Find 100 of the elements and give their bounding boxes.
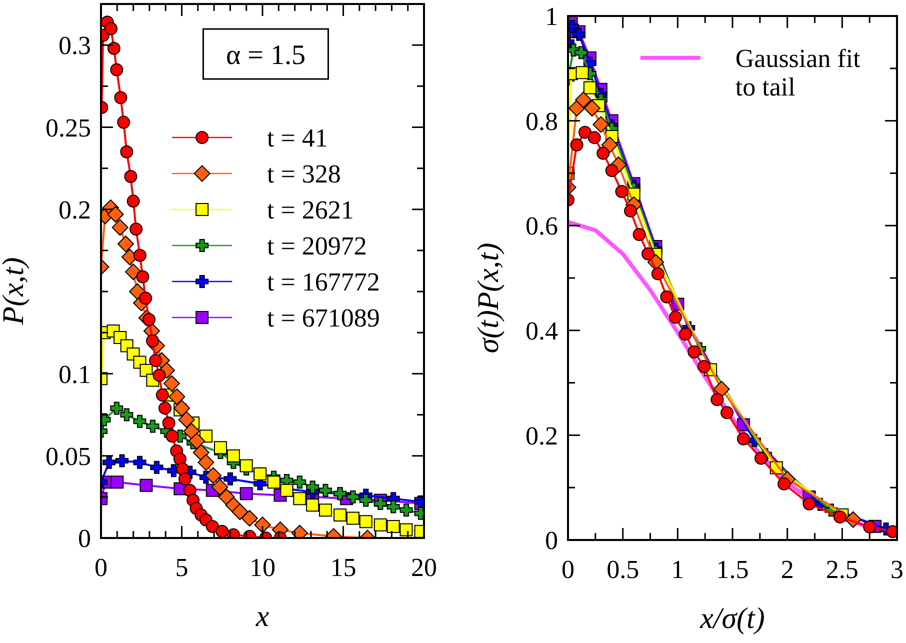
point <box>133 414 146 428</box>
point <box>198 454 214 471</box>
point <box>713 380 730 398</box>
x-tick-label: 0.5 <box>606 555 640 584</box>
point <box>166 430 179 443</box>
point <box>584 100 600 117</box>
x-axis-title: x/σ(t) <box>699 602 765 635</box>
y-tick-label: 0.2 <box>526 421 558 450</box>
point <box>318 484 332 497</box>
legend-label: t = 2621 <box>267 196 354 225</box>
x-axis-title: x <box>254 600 270 633</box>
point <box>863 520 876 534</box>
point <box>306 480 320 494</box>
point <box>346 490 360 504</box>
point <box>117 236 134 252</box>
point <box>110 63 124 76</box>
point <box>267 476 280 489</box>
y-tick-label: 0 <box>78 524 91 554</box>
point <box>400 504 413 517</box>
point <box>120 145 134 158</box>
point <box>188 432 206 450</box>
point <box>178 411 195 428</box>
y-tick-label: 0 <box>545 526 558 556</box>
point <box>334 508 347 522</box>
point <box>575 92 592 108</box>
point <box>570 138 584 152</box>
point <box>178 472 192 486</box>
x-tick-label: 2.5 <box>826 555 858 584</box>
y-tick-label: 0.1 <box>58 360 91 389</box>
point <box>152 368 166 382</box>
point <box>374 496 387 510</box>
point <box>688 345 701 358</box>
point <box>624 204 638 218</box>
point <box>136 270 150 284</box>
y-tick-label: 0.25 <box>46 113 91 142</box>
point <box>578 126 592 139</box>
point <box>204 467 222 484</box>
y-axis-title: σ(t)P(x,t) <box>472 242 505 354</box>
point <box>615 185 628 198</box>
annotation: α = 1.5 <box>226 40 306 71</box>
point <box>386 500 400 514</box>
point <box>736 432 750 446</box>
y-tick-label: 0.05 <box>46 442 91 471</box>
y-tick-label: 1 <box>545 2 558 32</box>
point <box>374 518 387 532</box>
point <box>720 406 734 420</box>
point <box>162 416 176 430</box>
point <box>158 402 172 415</box>
point <box>115 454 128 468</box>
point <box>668 310 682 324</box>
point <box>150 460 164 474</box>
point <box>218 488 235 506</box>
point <box>359 515 372 528</box>
point <box>107 42 120 55</box>
point <box>254 516 271 534</box>
point <box>576 66 589 80</box>
point <box>192 444 210 461</box>
point <box>240 459 253 472</box>
point <box>149 354 162 368</box>
point <box>802 497 816 510</box>
point <box>833 510 846 524</box>
point <box>359 494 372 507</box>
point <box>572 28 586 41</box>
point <box>130 222 143 236</box>
point <box>110 476 124 489</box>
point <box>133 456 146 469</box>
y-tick-label: 0.3 <box>58 31 91 60</box>
x-tick-label: 3 <box>890 555 904 584</box>
x-tick-label: 2 <box>780 555 794 584</box>
point <box>168 388 186 405</box>
legend-label: t = 328 <box>267 160 341 189</box>
point <box>596 146 610 160</box>
point <box>117 116 130 129</box>
point <box>588 131 601 144</box>
point <box>754 452 768 465</box>
y-tick-label: 0.4 <box>526 316 558 346</box>
y-tick-label: 0.8 <box>526 106 558 136</box>
point <box>214 441 228 454</box>
x-tick-label: 15 <box>330 553 356 582</box>
point <box>114 91 128 104</box>
point <box>146 420 160 433</box>
point <box>318 504 332 517</box>
legend-label: t = 41 <box>267 124 328 153</box>
x-tick-label: 10 <box>250 553 276 582</box>
point <box>710 393 724 406</box>
point <box>126 194 140 208</box>
point <box>140 478 153 492</box>
point <box>583 81 596 94</box>
point <box>104 22 118 36</box>
y-tick-label: 0.2 <box>58 195 91 224</box>
point <box>293 492 306 506</box>
legend-label: t = 167772 <box>267 268 380 297</box>
point <box>206 520 219 533</box>
point <box>632 228 646 242</box>
point <box>124 170 138 184</box>
point <box>678 328 692 341</box>
point <box>386 520 400 533</box>
point <box>107 206 124 223</box>
point <box>226 449 240 462</box>
point <box>592 116 610 133</box>
